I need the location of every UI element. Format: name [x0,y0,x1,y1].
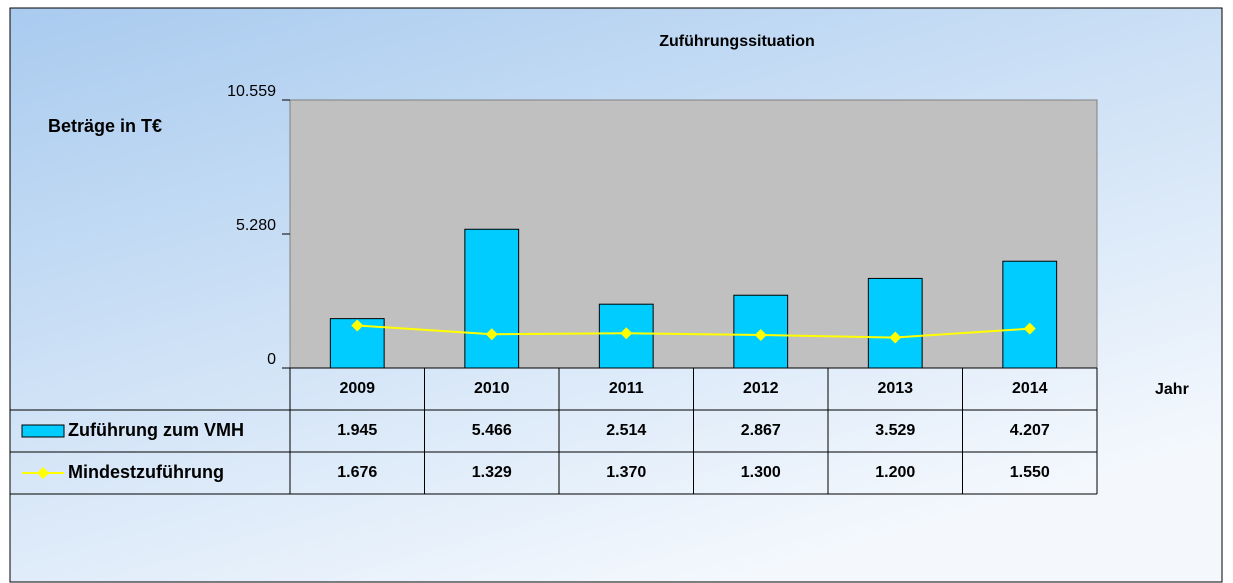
data-table-value: 1.200 [875,464,915,481]
data-table-value: 1.676 [337,464,377,481]
line [357,324,1030,339]
x-tick-label: 2011 [609,380,644,397]
data-table-value: 2.514 [606,422,646,439]
plot-area [289,99,1098,369]
y-tick-label: 5.280 [236,217,276,234]
x-tick-label: 2010 [474,380,510,397]
data-table-value: 1.945 [337,422,377,439]
data-table-value: 1.329 [472,464,512,481]
line-marker [889,331,902,344]
x-tick-label: 2012 [743,380,779,397]
x-tick-label: 2014 [1012,380,1048,397]
data-table-value: 1.370 [606,464,646,481]
line-marker [485,328,498,341]
line-marker [1023,322,1036,335]
line-marker [620,327,633,340]
x-tick-label: 2013 [877,380,913,397]
data-table-value: 2.867 [741,422,781,439]
line-marker [754,329,767,342]
chart-title: Zuführungssituation [659,33,815,50]
x-axis-label: Jahr [1155,381,1189,398]
bar [1002,260,1058,369]
data-table-value: 5.466 [472,422,512,439]
data-table-value: 3.529 [875,422,915,439]
data-table-value: 1.300 [741,464,781,481]
line-marker [351,319,364,332]
data-table-value: 4.207 [1010,422,1050,439]
bar [464,228,520,369]
y-tick-label: 10.559 [227,83,276,100]
y-tick-label: 0 [267,351,276,368]
legend-swatch [37,467,49,479]
data-table-value: 1.550 [1010,464,1050,481]
bar [867,277,923,369]
legend-label: Mindestzuführung [68,462,224,482]
y-axis-label: Beträge in T€ [48,116,162,136]
legend-swatch [21,424,65,438]
x-tick-label: 2009 [339,380,375,397]
legend-label: Zuführung zum VMH [68,420,244,440]
